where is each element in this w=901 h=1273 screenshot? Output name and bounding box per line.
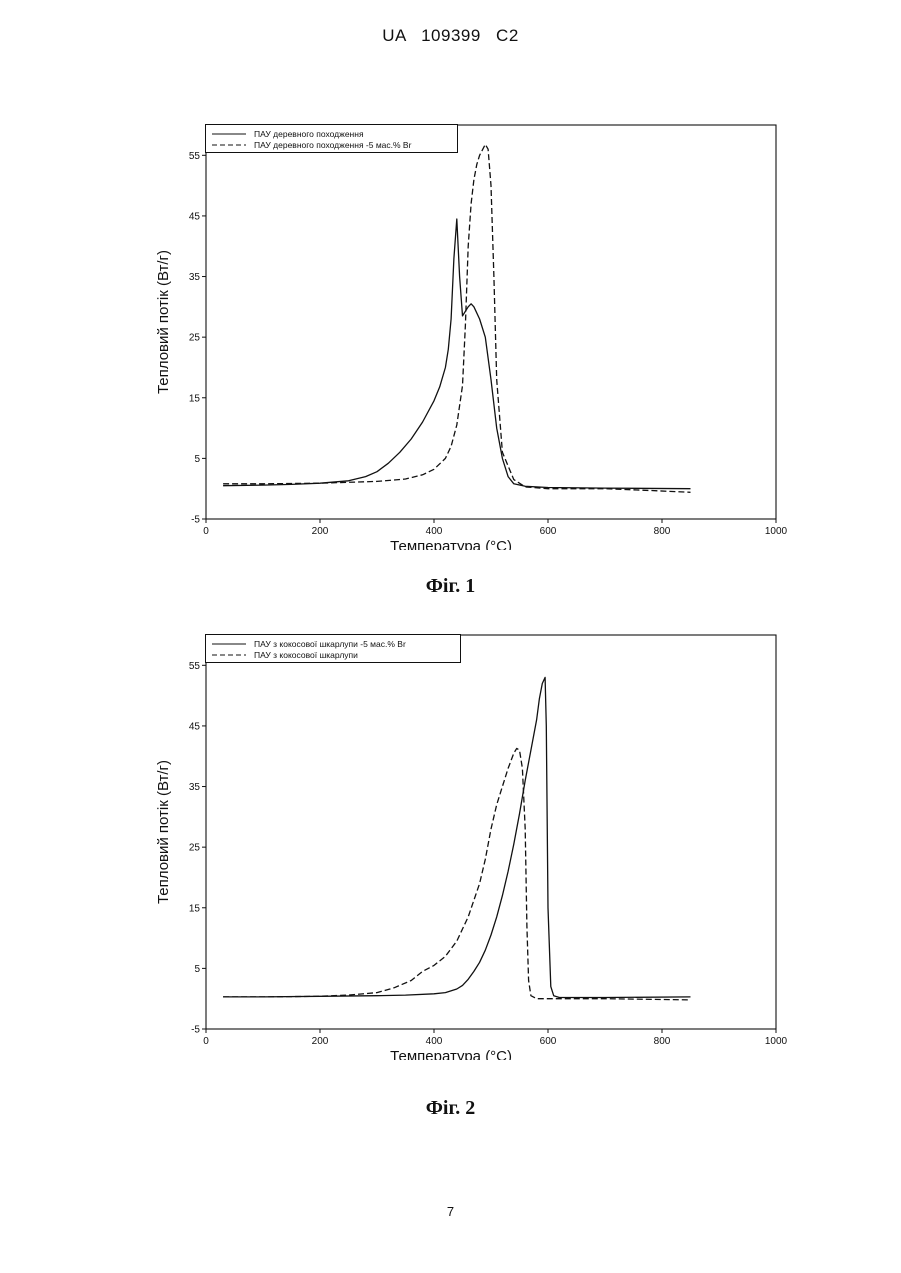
chart-svg-1: 0 200 400 600 800 1000 -5 5 15 25 35 45 55 Температур… bbox=[150, 110, 800, 550]
y-tick-label: 5 bbox=[194, 964, 200, 975]
y-tick-label: 55 bbox=[189, 661, 201, 672]
y-tick-label: 45 bbox=[189, 721, 201, 732]
chart-svg-2: 0 200 400 600 800 1000 -5 5 15 25 35 45 55 Температур… bbox=[150, 620, 800, 1060]
figure-1-chart: 0 200 400 600 800 1000 -5 5 15 25 35 45 55 Температур… bbox=[150, 110, 800, 550]
x-tick-label: 400 bbox=[426, 1036, 443, 1047]
x-tick-label: 200 bbox=[312, 1036, 329, 1047]
x-tick-label: 600 bbox=[540, 1036, 557, 1047]
y-tick-label: 5 bbox=[194, 454, 200, 465]
x-axis-label: Температура (°C) bbox=[390, 1048, 512, 1060]
figure-1-caption: Фіг. 1 bbox=[0, 575, 901, 598]
series-line-1 bbox=[223, 677, 690, 997]
patent-number-header: UA 109399 C2 bbox=[0, 26, 901, 46]
y-tick-label: 15 bbox=[189, 903, 201, 914]
legend-entry: ПАУ деревного походження -5 мас.% Br bbox=[254, 140, 412, 150]
y-tick-label: 35 bbox=[189, 782, 201, 793]
legend-entry: ПАУ деревного походження bbox=[254, 129, 364, 139]
x-tick-label: 800 bbox=[654, 1036, 671, 1047]
x-tick-label: 1000 bbox=[765, 1036, 788, 1047]
x-tick-label: 600 bbox=[540, 526, 557, 537]
x-tick-label: 800 bbox=[654, 526, 671, 537]
x-tick-label: 400 bbox=[426, 526, 443, 537]
y-tick-label: 55 bbox=[189, 151, 201, 162]
y-tick-label: 15 bbox=[189, 393, 201, 404]
y-tick-label: -5 bbox=[191, 515, 200, 526]
series-line-1 bbox=[223, 219, 690, 489]
y-axis-label: Тепловий потік (Вт/г) bbox=[155, 250, 172, 394]
legend-entry: ПАУ з кокосової шкарлупи -5 мас.% Br bbox=[254, 639, 406, 649]
y-tick-label: 25 bbox=[189, 333, 201, 344]
series-line-2 bbox=[223, 748, 690, 1000]
x-tick-label: 200 bbox=[312, 526, 329, 537]
plot-frame bbox=[206, 635, 776, 1029]
x-axis-label: Температура (°C) bbox=[390, 538, 512, 550]
page-number: 7 bbox=[0, 1204, 901, 1219]
y-tick-label: 35 bbox=[189, 272, 201, 283]
y-tick-label: -5 bbox=[191, 1025, 200, 1036]
x-tick-label: 0 bbox=[203, 526, 209, 537]
y-axis-label: Тепловий потік (Вт/г) bbox=[155, 760, 172, 904]
x-tick-label: 0 bbox=[203, 1036, 209, 1047]
figure-2-chart: 0 200 400 600 800 1000 -5 5 15 25 35 45 55 Температур… bbox=[150, 620, 800, 1060]
legend-entry: ПАУ з кокосової шкарлупи bbox=[254, 650, 358, 660]
series-line-2 bbox=[223, 144, 690, 492]
figure-2-caption: Фіг. 2 bbox=[0, 1097, 901, 1120]
y-tick-label: 25 bbox=[189, 843, 201, 854]
y-tick-label: 45 bbox=[189, 211, 201, 222]
x-tick-label: 1000 bbox=[765, 526, 788, 537]
